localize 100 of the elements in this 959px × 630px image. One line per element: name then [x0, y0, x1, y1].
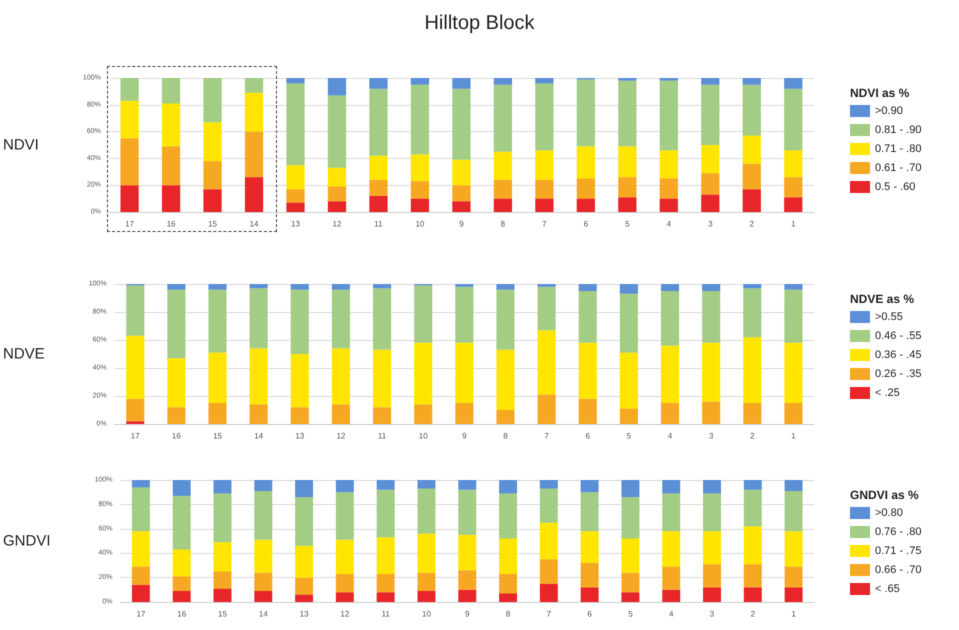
x-tick-label: 5 — [626, 432, 632, 440]
bar — [167, 358, 186, 408]
bar — [120, 185, 139, 212]
bar — [417, 572, 436, 592]
y-axis-title: GNDVI — [2, 532, 51, 550]
legend-label: 0.81 - .90 — [875, 124, 922, 136]
bar — [618, 177, 636, 198]
bar — [295, 546, 314, 578]
bar — [618, 146, 636, 178]
bar — [328, 78, 346, 96]
bar — [580, 562, 599, 588]
x-tick-label: 13 — [291, 220, 300, 228]
bar — [662, 480, 680, 494]
bar — [742, 189, 761, 212]
bar — [458, 534, 476, 570]
bar — [702, 284, 720, 291]
bar — [214, 480, 232, 494]
bar — [743, 337, 762, 403]
bar — [540, 522, 558, 560]
bar — [535, 180, 554, 199]
bar — [417, 591, 436, 602]
x-tick-label: 15 — [213, 432, 223, 440]
bar — [784, 490, 803, 532]
bar — [660, 284, 680, 291]
x-tick-label: 17 — [125, 220, 135, 228]
x-tick-label: 3 — [708, 220, 714, 228]
x-tick-label: 17 — [130, 432, 140, 440]
bar — [290, 354, 309, 408]
bar — [376, 592, 395, 602]
legend-label: >0.80 — [875, 507, 903, 519]
x-tick-label: 7 — [542, 220, 548, 228]
bar — [162, 146, 180, 186]
bar — [336, 492, 354, 540]
legend-label: < .65 — [875, 583, 900, 595]
bar — [621, 572, 640, 592]
bar — [295, 497, 314, 546]
bar — [295, 480, 314, 498]
bar — [701, 78, 720, 85]
bar — [784, 480, 803, 491]
x-tick-label: 1 — [791, 220, 796, 228]
legend-label: >0.90 — [875, 105, 903, 117]
bar — [203, 78, 222, 122]
bar — [576, 146, 595, 178]
bar — [203, 122, 222, 162]
x-tick-label: 7 — [546, 610, 552, 618]
bar — [132, 531, 150, 567]
x-tick-label: 16 — [172, 432, 182, 440]
bar — [336, 480, 354, 492]
bar — [662, 590, 680, 602]
bar — [620, 408, 638, 424]
x-tick-label: 16 — [166, 220, 176, 228]
x-tick-label: 15 — [218, 610, 228, 618]
bar — [254, 591, 272, 602]
x-tick-label: 5 — [625, 220, 630, 228]
bar — [458, 590, 476, 602]
bar — [132, 480, 150, 488]
bar — [373, 284, 392, 288]
bar — [172, 576, 191, 592]
bar — [126, 421, 144, 424]
bar — [538, 286, 556, 330]
bar — [214, 572, 232, 589]
bar — [214, 542, 232, 572]
bar — [784, 290, 802, 343]
bar — [496, 350, 515, 410]
bar — [702, 402, 720, 424]
bar — [336, 592, 354, 602]
bar — [540, 480, 558, 489]
bar — [452, 78, 471, 89]
bar — [784, 284, 802, 290]
bar — [742, 84, 761, 136]
x-tick-label: 9 — [462, 432, 468, 440]
legend-label: >0.55 — [875, 311, 903, 323]
bar — [332, 348, 350, 404]
bar — [540, 559, 558, 584]
x-tick-label: 4 — [668, 610, 674, 618]
bar — [660, 178, 678, 199]
bar — [743, 288, 762, 338]
bar — [784, 88, 802, 150]
bar — [286, 83, 305, 166]
bar — [660, 291, 680, 346]
bar — [455, 286, 474, 343]
bar — [250, 284, 268, 288]
x-tick-label: 11 — [382, 610, 390, 618]
bar — [535, 78, 554, 84]
bar — [336, 574, 354, 592]
legend-label: 0.71 - .80 — [875, 143, 922, 155]
bar — [132, 566, 150, 585]
bar — [618, 197, 636, 212]
x-tick-label: 14 — [258, 610, 268, 618]
bar — [414, 342, 432, 404]
legend-label: 0.76 - .80 — [875, 526, 922, 538]
bar — [660, 403, 680, 424]
bar — [744, 587, 762, 602]
bar — [701, 173, 720, 195]
bar — [410, 181, 430, 199]
bar — [743, 284, 762, 288]
bar — [701, 194, 720, 212]
bar — [328, 201, 346, 212]
x-tick-label: 16 — [177, 610, 187, 618]
bar — [538, 330, 556, 395]
